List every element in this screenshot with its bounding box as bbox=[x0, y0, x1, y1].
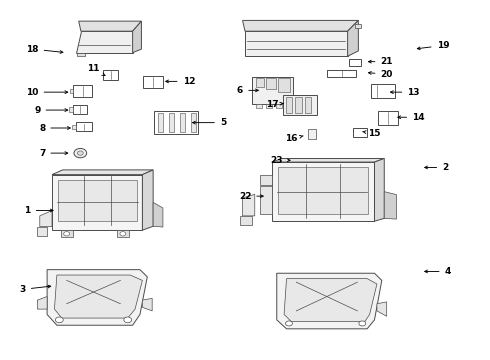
Text: 16: 16 bbox=[285, 134, 303, 143]
Text: 5: 5 bbox=[193, 118, 226, 127]
Polygon shape bbox=[286, 104, 292, 108]
Polygon shape bbox=[370, 84, 395, 98]
Polygon shape bbox=[143, 170, 153, 230]
Polygon shape bbox=[378, 111, 398, 125]
Polygon shape bbox=[272, 158, 384, 162]
Polygon shape bbox=[252, 77, 293, 104]
Polygon shape bbox=[37, 226, 47, 235]
Circle shape bbox=[124, 317, 132, 323]
Text: 12: 12 bbox=[166, 77, 195, 86]
Polygon shape bbox=[117, 230, 129, 237]
Polygon shape bbox=[72, 125, 76, 129]
Polygon shape bbox=[272, 162, 374, 221]
Polygon shape bbox=[243, 194, 255, 216]
Polygon shape bbox=[52, 170, 153, 175]
Text: 4: 4 bbox=[425, 267, 451, 276]
Polygon shape bbox=[179, 113, 185, 132]
Polygon shape bbox=[355, 24, 361, 28]
Polygon shape bbox=[76, 122, 92, 131]
Circle shape bbox=[359, 321, 366, 326]
Polygon shape bbox=[103, 70, 119, 80]
Polygon shape bbox=[284, 279, 377, 321]
Polygon shape bbox=[266, 78, 276, 89]
Polygon shape bbox=[260, 186, 272, 214]
Polygon shape bbox=[47, 270, 147, 325]
Polygon shape bbox=[308, 129, 316, 139]
Text: 10: 10 bbox=[26, 87, 68, 96]
Polygon shape bbox=[245, 31, 347, 56]
Text: 7: 7 bbox=[39, 149, 68, 158]
Polygon shape bbox=[73, 105, 87, 114]
Polygon shape bbox=[158, 113, 163, 132]
Polygon shape bbox=[384, 192, 396, 219]
Text: 2: 2 bbox=[425, 163, 448, 172]
Text: 6: 6 bbox=[237, 86, 258, 95]
Polygon shape bbox=[153, 202, 163, 227]
Polygon shape bbox=[143, 298, 152, 311]
Polygon shape bbox=[256, 78, 264, 87]
Polygon shape bbox=[260, 175, 272, 185]
Text: 9: 9 bbox=[34, 105, 68, 114]
Text: 18: 18 bbox=[26, 45, 63, 54]
Polygon shape bbox=[278, 78, 291, 92]
Polygon shape bbox=[133, 21, 142, 53]
Polygon shape bbox=[277, 273, 382, 329]
Polygon shape bbox=[377, 302, 387, 316]
Polygon shape bbox=[144, 76, 163, 88]
Circle shape bbox=[74, 148, 87, 158]
Polygon shape bbox=[69, 107, 73, 112]
Text: 13: 13 bbox=[391, 87, 420, 96]
Polygon shape bbox=[286, 97, 293, 113]
Text: 3: 3 bbox=[20, 285, 50, 294]
Polygon shape bbox=[295, 97, 302, 113]
Polygon shape bbox=[154, 111, 197, 134]
Text: 23: 23 bbox=[270, 156, 290, 165]
Polygon shape bbox=[276, 104, 282, 108]
Polygon shape bbox=[305, 97, 311, 113]
Polygon shape bbox=[240, 216, 252, 225]
Polygon shape bbox=[40, 211, 52, 226]
Polygon shape bbox=[283, 95, 317, 115]
Polygon shape bbox=[52, 175, 143, 230]
Text: 22: 22 bbox=[239, 192, 263, 201]
Polygon shape bbox=[37, 297, 47, 309]
Polygon shape bbox=[349, 59, 361, 66]
Circle shape bbox=[64, 231, 70, 236]
Polygon shape bbox=[347, 21, 358, 56]
Polygon shape bbox=[169, 113, 174, 132]
Text: 21: 21 bbox=[368, 57, 393, 66]
Polygon shape bbox=[191, 113, 196, 132]
Polygon shape bbox=[61, 230, 73, 237]
Polygon shape bbox=[256, 104, 262, 108]
Circle shape bbox=[55, 317, 63, 323]
Text: 14: 14 bbox=[398, 113, 425, 122]
Polygon shape bbox=[374, 158, 384, 221]
Polygon shape bbox=[278, 167, 368, 214]
Polygon shape bbox=[79, 21, 142, 31]
Polygon shape bbox=[266, 104, 272, 108]
Polygon shape bbox=[76, 31, 133, 53]
Circle shape bbox=[120, 231, 126, 236]
Circle shape bbox=[77, 151, 83, 155]
Polygon shape bbox=[54, 275, 143, 318]
Polygon shape bbox=[327, 69, 356, 77]
Polygon shape bbox=[243, 21, 358, 31]
Polygon shape bbox=[70, 89, 74, 93]
Text: 1: 1 bbox=[24, 206, 53, 215]
Polygon shape bbox=[74, 85, 92, 97]
Text: 20: 20 bbox=[368, 70, 393, 79]
Circle shape bbox=[286, 321, 293, 326]
Text: 19: 19 bbox=[417, 41, 449, 50]
Polygon shape bbox=[58, 180, 137, 221]
Text: 8: 8 bbox=[39, 123, 70, 132]
Polygon shape bbox=[77, 53, 85, 56]
Text: 11: 11 bbox=[87, 64, 105, 76]
Text: 15: 15 bbox=[363, 129, 381, 138]
Text: 17: 17 bbox=[266, 100, 284, 109]
Polygon shape bbox=[353, 128, 367, 137]
